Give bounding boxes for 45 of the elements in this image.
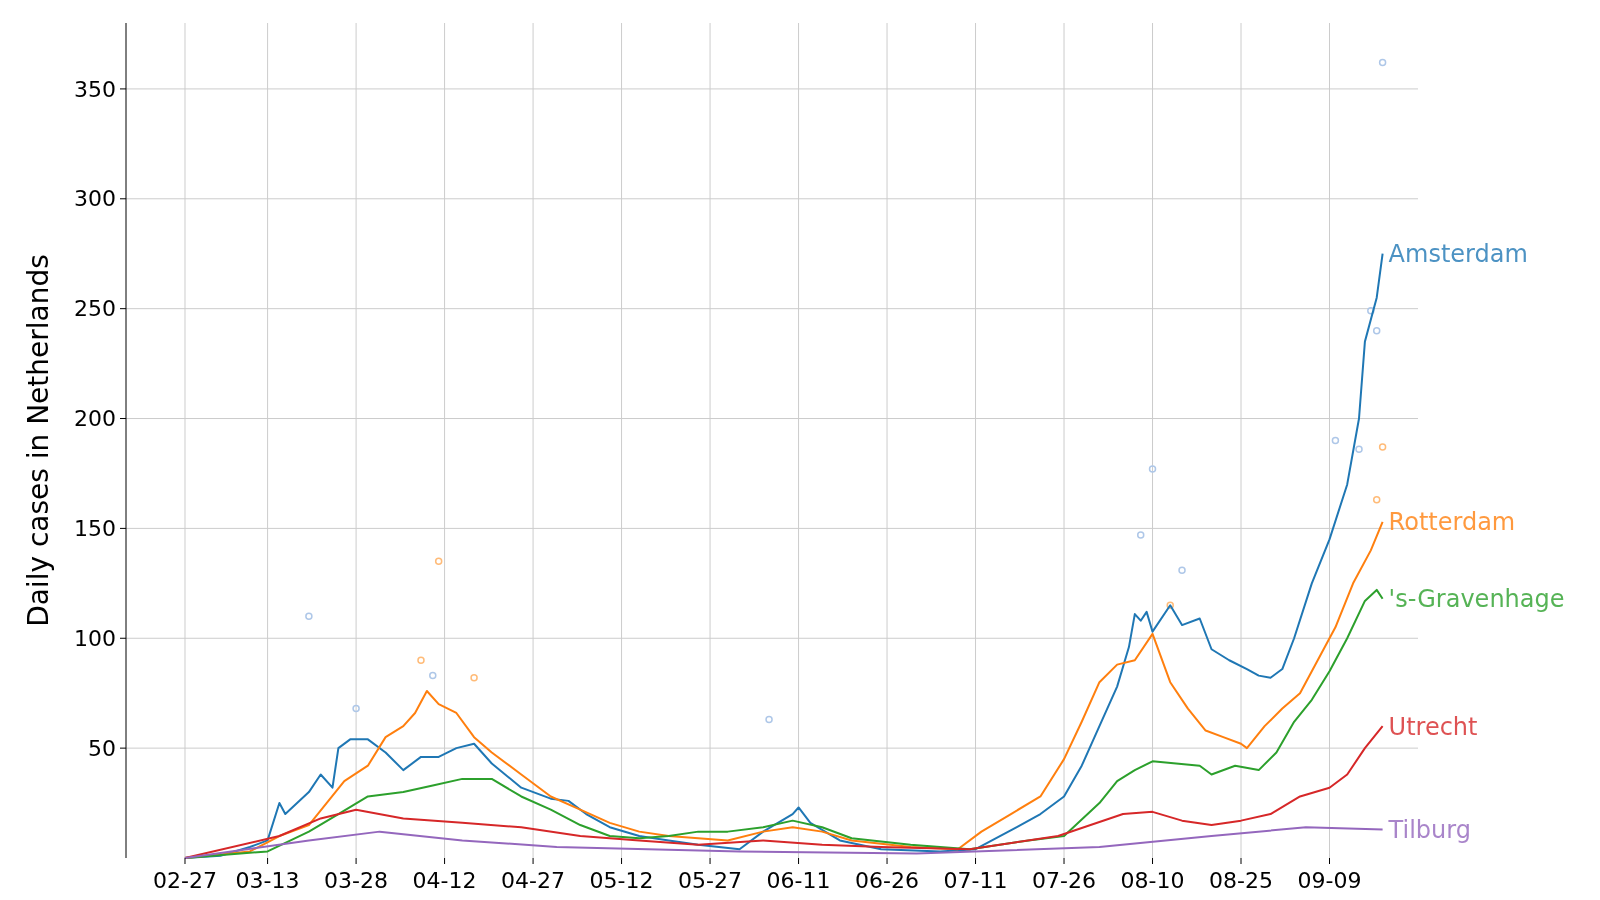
x-tick-label: 06-26 (855, 868, 920, 893)
x-tick-label: 06-11 (766, 868, 831, 893)
point (1136, 531, 1145, 539)
x-tick-label: 07-11 (943, 868, 1008, 893)
point (1355, 445, 1363, 454)
point (470, 674, 478, 682)
y-tick-label: 150 (74, 516, 116, 542)
point (1378, 443, 1387, 451)
point (434, 557, 443, 566)
x-tick-label: 04-27 (501, 868, 566, 893)
y-tick-label: 200 (74, 406, 116, 432)
x-tick-label: 03-13 (235, 868, 300, 893)
series-label: Tilburg (1387, 815, 1471, 844)
point (1166, 601, 1174, 610)
series-label: Amsterdam (1388, 240, 1528, 269)
point (1372, 496, 1381, 504)
x-tick-label: 02-27 (153, 868, 217, 893)
series-label: Rotterdam (1388, 508, 1516, 537)
y-tick-label: 100 (74, 625, 116, 651)
x-tick-label: 08-25 (1209, 868, 1273, 893)
series-label: Utrecht (1388, 712, 1478, 741)
x-tick-label: 09-09 (1297, 868, 1362, 893)
point (1178, 566, 1186, 574)
x-tick-label: 03-28 (324, 868, 389, 893)
point (1148, 465, 1157, 473)
point (429, 671, 437, 680)
y-axis-title: Daily cases in Netherlands (22, 254, 55, 627)
point (1372, 326, 1381, 335)
x-tick-label: 04-12 (412, 868, 477, 893)
point (1331, 436, 1340, 445)
point (1378, 58, 1387, 67)
point (417, 656, 425, 664)
y-tick-label: 350 (74, 76, 116, 102)
y-tick-label: 300 (74, 186, 116, 212)
x-tick-label: 08-10 (1120, 868, 1185, 893)
series-label: 's-Gravenhage (1388, 585, 1565, 614)
x-tick-label: 07-26 (1032, 868, 1096, 893)
point (305, 612, 313, 621)
x-tick-label: 05-12 (589, 868, 654, 893)
x-tick-label: 05-27 (678, 868, 743, 893)
y-tick-label: 250 (74, 296, 116, 322)
point (1367, 307, 1375, 315)
y-tick-label: 50 (88, 735, 116, 761)
point (352, 704, 360, 713)
point (765, 715, 773, 724)
